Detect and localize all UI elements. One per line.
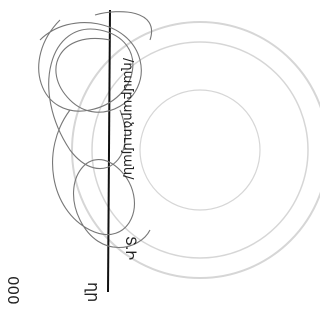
initials: Տ.Ի (122, 236, 138, 260)
bottom-left-text: 000 (4, 276, 22, 305)
page: /ղամբարձումյան/ Տ.Ի ղր 000 (0, 0, 320, 316)
background (0, 0, 320, 316)
bottom-right-text: ղր (84, 282, 103, 302)
signer-name: /ղամբարձումյան/ (120, 58, 135, 180)
